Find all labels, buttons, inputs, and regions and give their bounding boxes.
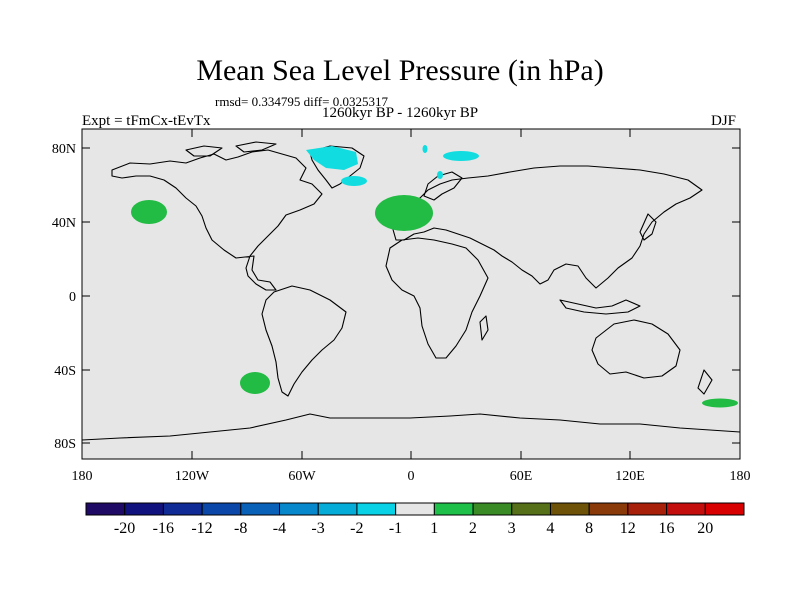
longitude-labels: 180 120W 60W 0 60E 120E 180 (72, 469, 751, 484)
africa-coast (385, 237, 489, 359)
anomaly-patches (131, 145, 738, 408)
indonesia-coast (559, 299, 641, 315)
colorbar-box (124, 502, 164, 516)
lat-label-40n: 40N (52, 216, 76, 231)
period-label: 1260kyr BP - 1260kyr BP (322, 105, 479, 121)
japan-coast (639, 213, 657, 241)
colorbar-label: -3 (311, 520, 324, 537)
colorbar-box (588, 502, 629, 516)
colorbar-labels: -20 -16 -12 -8 -4 -3 -2 -1 1 2 3 4 8 12 … (114, 520, 713, 537)
eurasia-coast (391, 165, 703, 289)
statistics-label: rmsd= 0.334795 diff= 0.0325317 (215, 94, 388, 109)
coastlines (81, 141, 741, 441)
colorbar-label: 3 (508, 520, 516, 537)
colorbar-label: 2 (469, 520, 477, 537)
lon-label-120e: 120E (615, 469, 645, 484)
colorbar-label: 12 (620, 520, 636, 537)
colorbar-label: -20 (114, 520, 135, 537)
colorbar-box (627, 502, 668, 516)
north-america-coast (111, 149, 323, 291)
south-america-coast (261, 285, 347, 397)
colorbar-label: -1 (389, 520, 402, 537)
positive-anomaly-europe (375, 195, 433, 231)
lon-label-60e: 60E (510, 469, 533, 484)
australia-coast (591, 319, 681, 379)
lon-label-180e: 180 (730, 469, 751, 484)
colorbar-box (201, 502, 242, 516)
positive-anomaly-southern-ocean (702, 398, 738, 408)
lon-label-0: 0 (408, 469, 415, 484)
colorbar-box (704, 502, 745, 516)
lat-label-40s: 40S (54, 364, 76, 379)
colorbar-label: 16 (659, 520, 675, 537)
season-label: DJF (711, 113, 737, 129)
experiment-label: Expt = tFmCx-tEvTx (82, 113, 211, 129)
colorbar-box (240, 502, 281, 516)
colorbar-label: 4 (546, 520, 554, 537)
lat-label-80s: 80S (54, 437, 76, 452)
scandinavia-coast (423, 171, 463, 201)
new-zealand-coast (697, 369, 713, 395)
colorbar-label: 1 (430, 520, 438, 537)
colorbar-box (317, 502, 358, 516)
positive-anomaly-south-pacific (240, 372, 270, 394)
latitude-labels: 80N 40N 0 40S 80S (52, 142, 76, 452)
colorbar-label: 8 (585, 520, 593, 537)
antarctica-coast (81, 413, 741, 441)
lon-label-120w: 120W (175, 469, 210, 484)
colorbar-label: -2 (350, 520, 363, 537)
lon-label-180w: 180 (72, 469, 93, 484)
colorbar-label: -12 (191, 520, 212, 537)
colorbar-box (279, 502, 319, 516)
colorbar-label: -16 (153, 520, 174, 537)
negative-anomaly-greenland (306, 146, 358, 170)
colorbar-box (472, 502, 513, 516)
colorbar-box (666, 502, 706, 516)
colorbar-box (162, 502, 203, 516)
lon-label-60w: 60W (288, 469, 316, 484)
madagascar-coast (479, 315, 489, 341)
colorbar-box (356, 502, 397, 516)
colorbar (85, 502, 745, 516)
negative-anomaly-scandinavia (437, 171, 443, 179)
negative-anomaly-iceland (341, 176, 367, 186)
lat-label-0: 0 (69, 290, 76, 305)
negative-anomaly-norwegian-sea (443, 151, 479, 161)
map-title: Mean Sea Level Pressure (in hPa) (196, 54, 604, 87)
colorbar-box (511, 502, 551, 516)
lat-label-80n: 80N (52, 142, 76, 157)
negative-anomaly-spitsbergen (422, 145, 428, 153)
colorbar-label: -4 (273, 520, 286, 537)
colorbar-label: 20 (697, 520, 713, 537)
colorbar-label: -8 (234, 520, 247, 537)
colorbar-box (395, 502, 435, 516)
positive-anomaly-north-pacific (131, 200, 167, 224)
colorbar-box (433, 502, 474, 516)
axis-ticks (82, 129, 740, 459)
colorbar-box (549, 502, 590, 516)
arctic-islands-coast (185, 141, 277, 157)
colorbar-box (85, 502, 126, 516)
